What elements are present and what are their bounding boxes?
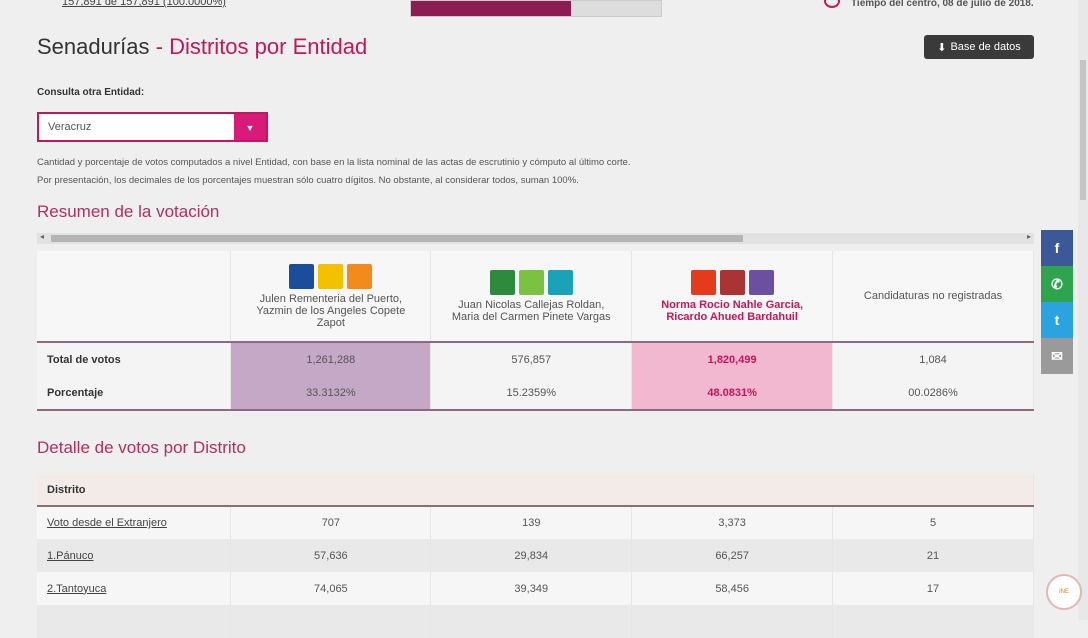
party-logo-pri-icon [489,269,515,295]
scrollbar-thumb[interactable] [51,235,743,242]
summary-table: Julen Rementeria del Puerto, Yazmin de l… [37,251,1034,411]
row-label: Porcentaje [37,376,232,411]
district-cell [631,605,834,638]
district-cell: 58,456 [631,572,834,605]
horizontal-scrollbar[interactable]: ◂ ▸ [37,232,1034,244]
district-row: 1.Pánuco 57,636 29,834 66,257 21 [37,539,1034,572]
social-share-bar: f ✆ t ✉ [1041,230,1073,374]
time-label: Tiempo del centro, 08 de julio de 2018. [851,0,1034,9]
progress-fill [411,1,571,16]
district-row: Voto desde el Extranjero 707 139 3,373 5 [37,506,1034,539]
summary-cell: 576,857 [430,342,633,376]
scroll-left-icon[interactable]: ◂ [40,232,45,241]
district-cell: 57,636 [230,539,432,572]
party-logo-na-icon [547,269,573,295]
summary-cell: 1,261,288 [230,342,432,376]
district-cell [430,605,633,638]
district-link[interactable]: Voto desde el Extranjero [37,506,232,539]
title-sep: - [149,34,170,59]
summary-cell: 1,820,499 [631,342,834,376]
title-sub: Distritos por Entidad [169,34,368,59]
party-logo-mc-icon [347,263,373,289]
summary-row: Porcentaje 33.3132% 15.2359% 48.0831% 00.028… [37,376,1034,411]
database-button[interactable]: ⬇ Base de datos [924,35,1034,59]
scroll-right-icon[interactable]: ▸ [1026,232,1031,241]
download-icon: ⬇ [937,41,947,54]
candidate-header: Candidaturas no registradas [832,251,1034,343]
candidate-name: Candidaturas no registradas [863,290,1003,302]
clock-icon [824,0,840,8]
page-scrollbar[interactable] [1078,0,1088,620]
district-cell: 139 [430,506,633,539]
note-2: Por presentación, los decimales de los p… [37,175,579,186]
summary-cell: 1,084 [832,342,1034,376]
summary-row: Total de votos 1,261,288 576,857 1,820,499 1… [37,342,1034,376]
district-column-header: Distrito [37,474,1034,507]
party-logo-pvem-icon [518,269,544,295]
district-cell: 5 [832,506,1034,539]
district-cell: 3,373 [631,506,834,539]
district-cell: 17 [832,572,1034,605]
district-cell [230,605,432,638]
facebook-icon[interactable]: f [1041,230,1073,266]
database-button-label: Base de datos [950,41,1021,53]
twitter-icon[interactable]: t [1041,302,1073,338]
district-link[interactable]: 1.Pánuco [37,539,232,572]
district-cell: 39,349 [430,572,633,605]
party-logo-pt-icon [690,269,716,295]
district-link[interactable]: 2.Tantoyuca [37,572,232,605]
email-icon[interactable]: ✉ [1041,338,1073,374]
entity-select-label: Consulta otra Entidad: [37,87,145,98]
district-cell: 74,065 [230,572,432,605]
district-cell [832,605,1034,638]
district-cell: 29,834 [430,539,633,572]
entity-select[interactable]: Veracruz ▼ [37,112,268,142]
detail-heading: Detalle de votos por Distrito [37,438,246,457]
summary-cell: 48.0831% [631,376,834,411]
candidate-name: Juan Nicolas Callejas Roldan, Maria del … [451,298,611,323]
whatsapp-icon[interactable]: ✆ [1041,266,1073,302]
district-row: 2.Tantoyuca 74,065 39,349 58,456 17 [37,572,1034,605]
district-cell [37,605,232,638]
row-label: Total de votos [37,342,232,376]
district-cell: 66,257 [631,539,834,572]
detail-table: Distrito Voto desde el Extranjero 707 139 3… [37,474,1034,638]
entity-select-value: Veracruz [48,121,92,133]
chevron-down-icon[interactable]: ▼ [234,114,266,140]
actas-count-link[interactable]: 157,891 de 157,891 (100.0000%) [62,0,226,8]
summary-cell: 00.0286% [832,376,1034,411]
summary-cell: 15.2359% [430,376,633,411]
district-cell: 707 [230,506,432,539]
party-logo-prd-icon [318,263,344,289]
district-row-partial [37,605,1034,638]
ine-badge-icon[interactable]: INE [1046,574,1082,610]
party-logo-morena-icon [719,269,745,295]
page-title: Senadurías - Distritos por Entidad [37,34,367,60]
page-scrollbar-thumb[interactable] [1080,60,1086,200]
actas-progress-bar [410,0,662,17]
summary-heading: Resumen de la votación [37,202,220,221]
empty-header [37,251,232,343]
district-cell: 21 [832,539,1034,572]
title-main: Senadurías [37,34,150,59]
candidate-name: Norma Rocio Nahle Garcia, Ricardo Ahued … [661,298,804,323]
note-1: Cantidad y porcentaje de votos computado… [37,157,631,168]
party-logo-pes-icon [748,269,774,295]
candidate-header: Julen Rementeria del Puerto, Yazmin de l… [230,251,432,343]
candidate-header: Norma Rocio Nahle Garcia, Ricardo Ahued … [631,251,834,343]
party-logo-pan-icon [289,263,315,289]
candidate-header: Juan Nicolas Callejas Roldan, Maria del … [430,251,633,343]
summary-cell: 33.3132% [230,376,432,411]
candidate-name: Julen Rementeria del Puerto, Yazmin de l… [256,292,406,329]
